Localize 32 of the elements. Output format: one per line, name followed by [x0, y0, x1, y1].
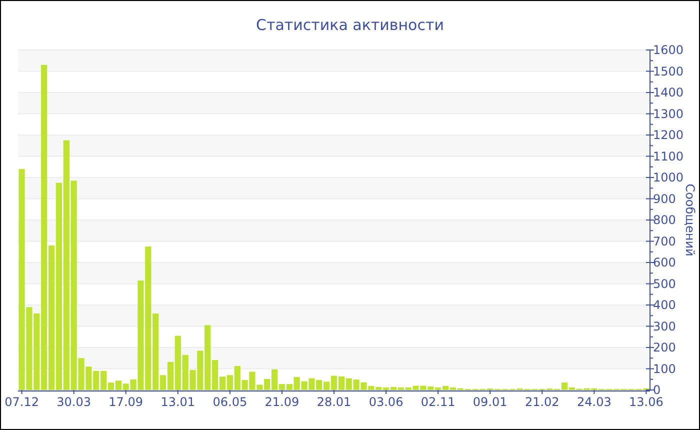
y-tick-label: 700	[653, 234, 676, 248]
y-tick-label: 100	[653, 362, 676, 376]
x-tick-label: 09.01	[472, 395, 508, 409]
y-tick-label: 1200	[653, 128, 684, 142]
x-tick-label: 02.11	[420, 395, 456, 409]
y-tick-label: 1400	[653, 86, 684, 100]
y-tick-label: 800	[653, 213, 676, 227]
y-tick-label: 1600	[653, 43, 684, 57]
x-tick-label: 17.09	[108, 395, 144, 409]
y-tick-label: 1000	[653, 170, 684, 184]
y-tick-label: 1500	[653, 64, 684, 78]
x-tick-label: 21.09	[264, 395, 300, 409]
y-tick-label: 600	[653, 256, 676, 270]
y-tick-label: 1100	[653, 149, 684, 164]
y-tick-label: 0	[653, 383, 661, 397]
y-tick-label: 200	[653, 340, 676, 354]
y-tick-label: 500	[653, 276, 676, 291]
x-tick-label: 03.06	[368, 395, 404, 409]
x-tick-label: 21.02	[524, 395, 560, 409]
chart-title: Статистика активности	[256, 16, 444, 34]
x-tick-label: 13.01	[160, 395, 196, 409]
y-tick-label: 300	[653, 319, 676, 334]
y-tick-label: 900	[653, 192, 676, 206]
y-tick-label: 1300	[653, 106, 684, 121]
x-tick-label: 07.12	[4, 395, 39, 409]
y-axis-title: Сообщений	[683, 184, 697, 256]
x-tick-label: 30.03	[56, 395, 92, 409]
y-tick-label: 400	[653, 298, 676, 312]
x-tick-label: 13.06	[629, 395, 664, 409]
x-tick-label: 06.05	[212, 395, 248, 409]
x-tick-label: 28.01	[316, 395, 352, 409]
x-tick-label: 24.03	[576, 395, 612, 409]
